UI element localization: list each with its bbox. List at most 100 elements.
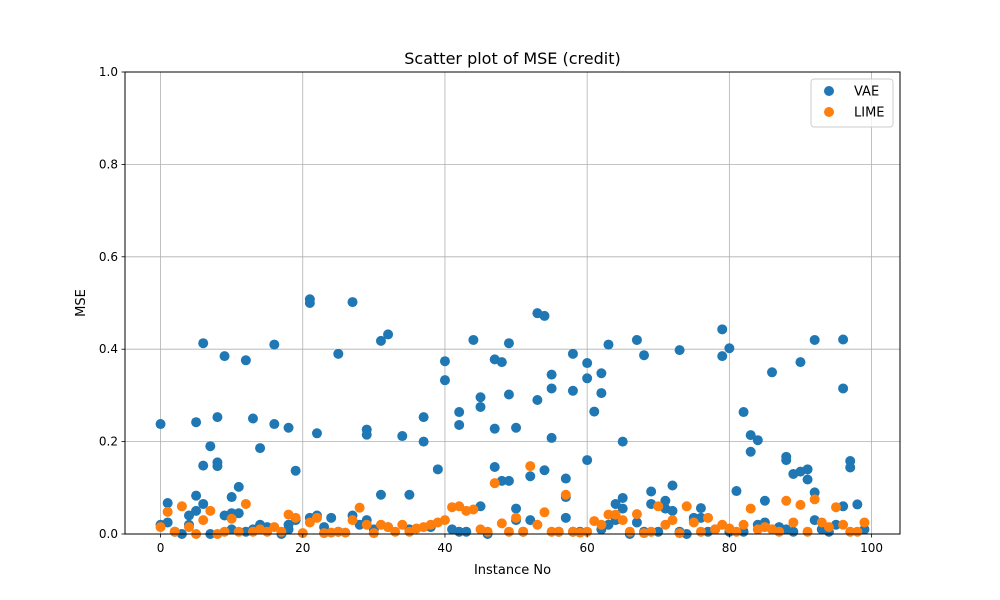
point-lime xyxy=(831,502,842,513)
point-vae xyxy=(162,517,173,528)
point-vae xyxy=(155,419,166,430)
point-lime xyxy=(397,519,408,530)
point-vae xyxy=(503,475,514,486)
point-vae xyxy=(610,498,621,509)
point-vae xyxy=(269,339,280,350)
point-vae xyxy=(795,357,806,368)
point-lime xyxy=(610,509,621,520)
point-vae xyxy=(475,392,486,403)
point-lime xyxy=(816,517,827,528)
x-tick-label: 40 xyxy=(437,541,452,555)
point-vae xyxy=(255,443,266,454)
point-lime xyxy=(624,526,635,537)
point-lime xyxy=(496,518,507,529)
point-vae xyxy=(845,462,856,473)
point-vae xyxy=(745,430,756,441)
point-vae xyxy=(838,334,849,345)
point-vae xyxy=(631,517,642,528)
point-vae xyxy=(596,368,607,379)
point-vae xyxy=(582,373,593,384)
point-vae xyxy=(802,474,813,485)
point-vae xyxy=(767,367,778,378)
x-tick-label: 80 xyxy=(722,541,737,555)
point-lime xyxy=(219,526,230,537)
point-lime xyxy=(710,524,721,535)
point-lime xyxy=(667,515,678,526)
point-lime xyxy=(781,495,792,506)
point-vae xyxy=(191,417,202,428)
point-vae xyxy=(539,465,550,476)
point-vae xyxy=(191,505,202,516)
point-vae xyxy=(489,423,500,434)
point-vae xyxy=(503,338,514,349)
point-vae xyxy=(418,412,429,423)
point-vae xyxy=(162,498,173,509)
point-vae xyxy=(240,355,251,366)
point-lime xyxy=(155,522,166,533)
point-vae xyxy=(454,407,465,418)
point-lime xyxy=(852,526,863,537)
y-tick-label: 0.0 xyxy=(99,527,118,541)
point-vae xyxy=(532,395,543,406)
legend-marker-vae xyxy=(824,86,834,96)
point-vae xyxy=(582,455,593,466)
point-lime xyxy=(681,501,692,512)
point-lime xyxy=(482,526,493,537)
point-lime xyxy=(617,515,628,526)
point-vae xyxy=(205,441,216,452)
point-lime xyxy=(738,519,749,530)
point-vae xyxy=(461,526,472,537)
point-lime xyxy=(688,517,699,528)
point-vae xyxy=(333,348,344,359)
point-lime xyxy=(560,489,571,500)
point-vae xyxy=(219,351,230,362)
axis-ticks: 0 20 40 60 80 100 0.0 0.2 0.4 0.6 0.8 1.0 xyxy=(99,65,883,555)
point-lime xyxy=(695,526,706,537)
point-lime xyxy=(489,478,500,489)
point-vae xyxy=(439,375,450,386)
point-lime xyxy=(539,507,550,518)
point-vae xyxy=(233,508,244,519)
point-lime xyxy=(347,515,358,526)
point-lime xyxy=(439,515,450,526)
point-vae xyxy=(269,419,280,430)
point-vae xyxy=(283,422,294,433)
x-tick-label: 20 xyxy=(295,541,310,555)
point-vae xyxy=(802,464,813,475)
point-lime xyxy=(354,502,365,513)
point-vae xyxy=(511,422,522,433)
point-vae xyxy=(631,334,642,345)
point-lime xyxy=(361,519,372,530)
point-lime xyxy=(653,501,664,512)
point-lime xyxy=(169,526,180,537)
x-tick-label: 100 xyxy=(860,541,883,555)
point-vae xyxy=(560,473,571,484)
point-vae xyxy=(432,464,443,475)
point-vae xyxy=(212,461,223,472)
point-vae xyxy=(511,503,522,514)
point-vae xyxy=(418,436,429,447)
point-lime xyxy=(162,506,173,517)
point-vae xyxy=(582,358,593,369)
point-vae xyxy=(646,486,657,497)
point-vae xyxy=(539,310,550,321)
point-lime xyxy=(269,522,280,533)
point-vae xyxy=(546,369,557,380)
point-lime xyxy=(290,512,301,523)
point-vae xyxy=(468,334,479,345)
point-vae xyxy=(738,407,749,418)
point-vae xyxy=(525,471,536,482)
point-vae xyxy=(383,329,394,340)
point-vae xyxy=(525,515,536,526)
point-vae xyxy=(745,446,756,457)
point-vae xyxy=(475,401,486,412)
point-lime xyxy=(525,461,536,472)
x-tick-label: 0 xyxy=(157,541,165,555)
legend-label-lime: LIME xyxy=(854,106,885,121)
point-vae xyxy=(361,429,372,440)
legend: VAE LIME xyxy=(810,78,894,128)
plot-frame xyxy=(124,71,901,535)
point-lime xyxy=(646,526,657,537)
point-lime xyxy=(859,517,870,528)
